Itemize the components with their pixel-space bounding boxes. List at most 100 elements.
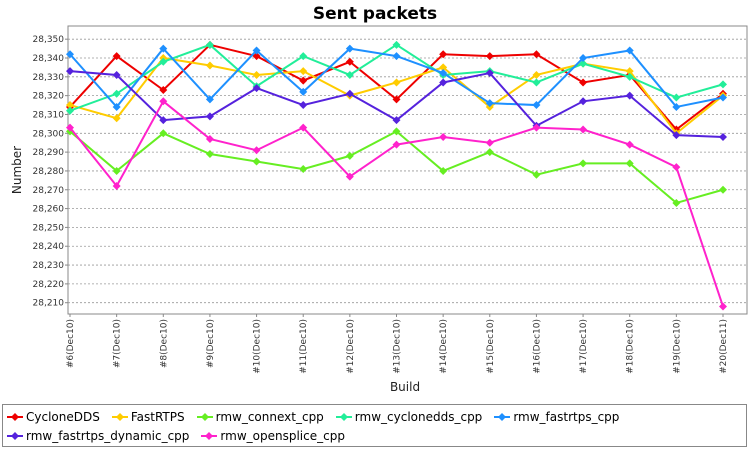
- data-point: [299, 76, 308, 85]
- legend-swatch: [7, 432, 23, 440]
- y-tick-label: 28,300: [33, 129, 65, 139]
- data-point: [392, 95, 401, 104]
- data-point: [252, 146, 261, 155]
- data-point: [485, 52, 494, 61]
- data-point: [719, 185, 727, 194]
- y-tick-labels: 28,210 28,220 28,230 28,240 28,250 28,260 28,2…: [33, 35, 68, 309]
- legend: CycloneDDS FastRTPS rmw_connext_cpp rmw_cyc…: [2, 404, 747, 447]
- data-point: [532, 50, 541, 59]
- data-point: [392, 140, 401, 149]
- data-point: [112, 70, 121, 79]
- legend-item: rmw_fastrtps_dynamic_cpp: [7, 429, 189, 443]
- x-tick-label: #10(Dec10): [253, 319, 263, 374]
- data-point: [672, 163, 681, 172]
- data-point: [66, 101, 74, 110]
- data-point: [625, 159, 634, 168]
- data-point: [625, 140, 634, 149]
- data-point: [392, 127, 401, 136]
- legend-item: CycloneDDS: [7, 410, 100, 424]
- data-point: [299, 165, 308, 174]
- data-point: [205, 40, 214, 49]
- legend-swatch: [7, 413, 23, 421]
- data-point: [112, 102, 121, 111]
- legend-label: CycloneDDS: [26, 410, 100, 424]
- y-tick-label: 28,290: [33, 148, 65, 158]
- y-axis-title: Number: [10, 146, 24, 194]
- data-point: [672, 102, 681, 111]
- data-point: [485, 138, 494, 147]
- data-point: [205, 61, 214, 70]
- series-lines: [66, 40, 727, 311]
- data-point: [485, 148, 494, 157]
- y-tick-label: 28,240: [33, 242, 65, 252]
- data-point: [625, 46, 634, 55]
- data-point: [392, 52, 401, 61]
- legend-row: rmw_fastrtps_dynamic_cpp rmw_opensplice_c…: [7, 426, 357, 446]
- data-point: [205, 134, 214, 143]
- legend-label: rmw_opensplice_cpp: [220, 429, 345, 443]
- data-point: [719, 302, 727, 311]
- data-point: [345, 57, 354, 66]
- data-point: [112, 52, 121, 61]
- y-tick-label: 28,350: [33, 35, 65, 45]
- data-point: [625, 91, 634, 100]
- legend-item: FastRTPS: [111, 410, 185, 424]
- x-tick-label: #15(Dec10): [486, 319, 496, 374]
- data-point: [579, 125, 588, 134]
- data-point: [392, 40, 401, 49]
- y-tick-label: 28,310: [33, 110, 65, 120]
- data-point: [579, 54, 588, 62]
- data-point: [345, 151, 354, 160]
- data-point: [532, 78, 541, 87]
- data-point: [345, 89, 354, 98]
- x-tick-label: #12(Dec10): [346, 319, 356, 374]
- legend-row: CycloneDDS FastRTPS rmw_connext_cpp rmw_cyc…: [7, 407, 631, 427]
- data-point: [719, 93, 727, 102]
- series-rmw-opensplice-cpp: [66, 97, 727, 311]
- data-point: [439, 78, 448, 87]
- data-point: [625, 67, 634, 76]
- x-axis-title: Build: [390, 380, 420, 394]
- x-tick-label: #13(Dec10): [393, 319, 403, 374]
- y-tick-label: 28,260: [33, 205, 65, 215]
- data-point: [159, 57, 168, 66]
- legend-label: rmw_connext_cpp: [215, 410, 324, 424]
- legend-swatch: [335, 413, 352, 421]
- legend-item: rmw_opensplice_cpp: [201, 429, 345, 443]
- x-tick-label: #11(Dec10): [299, 319, 309, 374]
- data-point: [159, 97, 168, 106]
- data-point: [719, 133, 727, 142]
- x-tick-label: #19(Dec10): [672, 319, 682, 374]
- y-tick-label: 28,250: [33, 223, 65, 233]
- data-point: [252, 70, 261, 79]
- x-tick-label: #20(Dec11): [719, 319, 729, 374]
- data-point: [345, 44, 354, 53]
- data-point: [299, 67, 308, 76]
- data-point: [66, 106, 74, 115]
- data-point: [392, 116, 401, 125]
- y-tick-label: 28,220: [33, 280, 65, 290]
- y-tick-label: 28,230: [33, 261, 65, 271]
- data-point: [579, 59, 588, 68]
- data-point: [439, 50, 448, 59]
- legend-label: rmw_fastrtps_dynamic_cpp: [26, 429, 190, 443]
- data-point: [345, 172, 354, 181]
- data-point: [159, 44, 168, 53]
- data-point: [719, 80, 727, 89]
- data-point: [439, 69, 448, 78]
- data-point: [205, 95, 214, 104]
- chart: Sent packets 28,21028,22028,23028,24028,…: [10, 4, 748, 394]
- data-point: [252, 52, 261, 61]
- x-tick-label: #16(Dec10): [532, 319, 542, 374]
- x-tick-label: #9(Dec10): [206, 319, 216, 368]
- data-point: [625, 72, 634, 81]
- data-point: [439, 63, 448, 72]
- legend-swatch: [201, 432, 218, 440]
- data-point: [66, 67, 74, 76]
- x-tick-label: #17(Dec10): [579, 319, 589, 374]
- data-point: [252, 157, 261, 166]
- series-rmw-fastrtps-dynamic-cpp: [66, 67, 727, 142]
- y-tick-label: 28,340: [33, 54, 65, 64]
- legend-swatch: [196, 413, 213, 421]
- legend-item: rmw_connext_cpp: [196, 410, 324, 424]
